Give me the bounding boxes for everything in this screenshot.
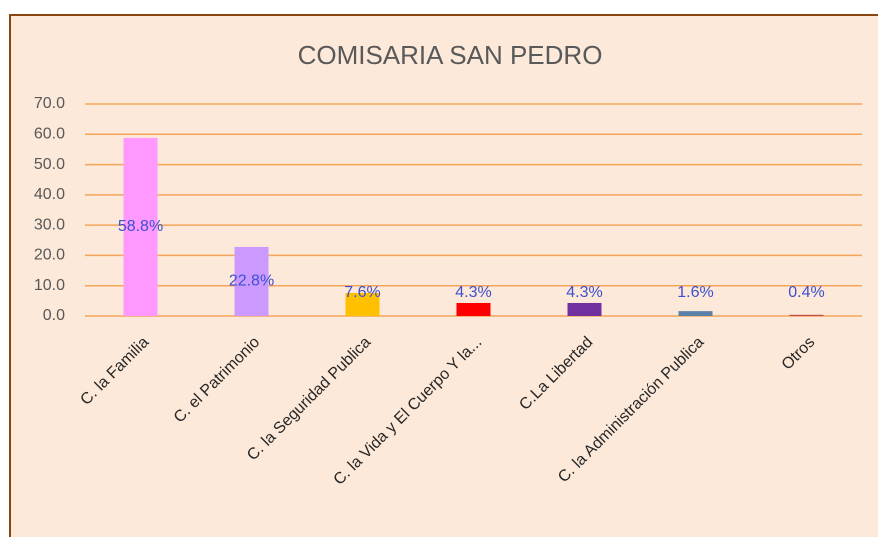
chart-border [9, 14, 878, 537]
data-label: 1.6% [677, 284, 713, 301]
data-label: 58.8% [118, 218, 163, 235]
y-tick-label: 70.0 [34, 95, 65, 112]
bar [345, 292, 380, 316]
bar [678, 311, 713, 316]
data-label: 0.4% [788, 284, 824, 301]
bar [789, 314, 824, 316]
data-label: 7.6% [344, 284, 380, 301]
y-tick-label: 20.0 [34, 247, 65, 264]
bar [567, 302, 602, 316]
chart-title: COMISARIA SAN PEDRO [298, 40, 603, 70]
bar [123, 137, 158, 316]
y-tick-label: 30.0 [34, 216, 65, 233]
y-tick-label: 50.0 [34, 156, 65, 173]
y-tick-label: 40.0 [34, 186, 65, 203]
bar [456, 302, 491, 316]
data-label: 4.3% [566, 284, 602, 301]
y-tick-label: 0.0 [43, 307, 65, 324]
y-tick-label: 60.0 [34, 126, 65, 143]
bar [234, 246, 269, 316]
data-label: 22.8% [229, 273, 274, 290]
y-tick-label: 10.0 [34, 277, 65, 294]
data-label: 4.3% [455, 284, 491, 301]
